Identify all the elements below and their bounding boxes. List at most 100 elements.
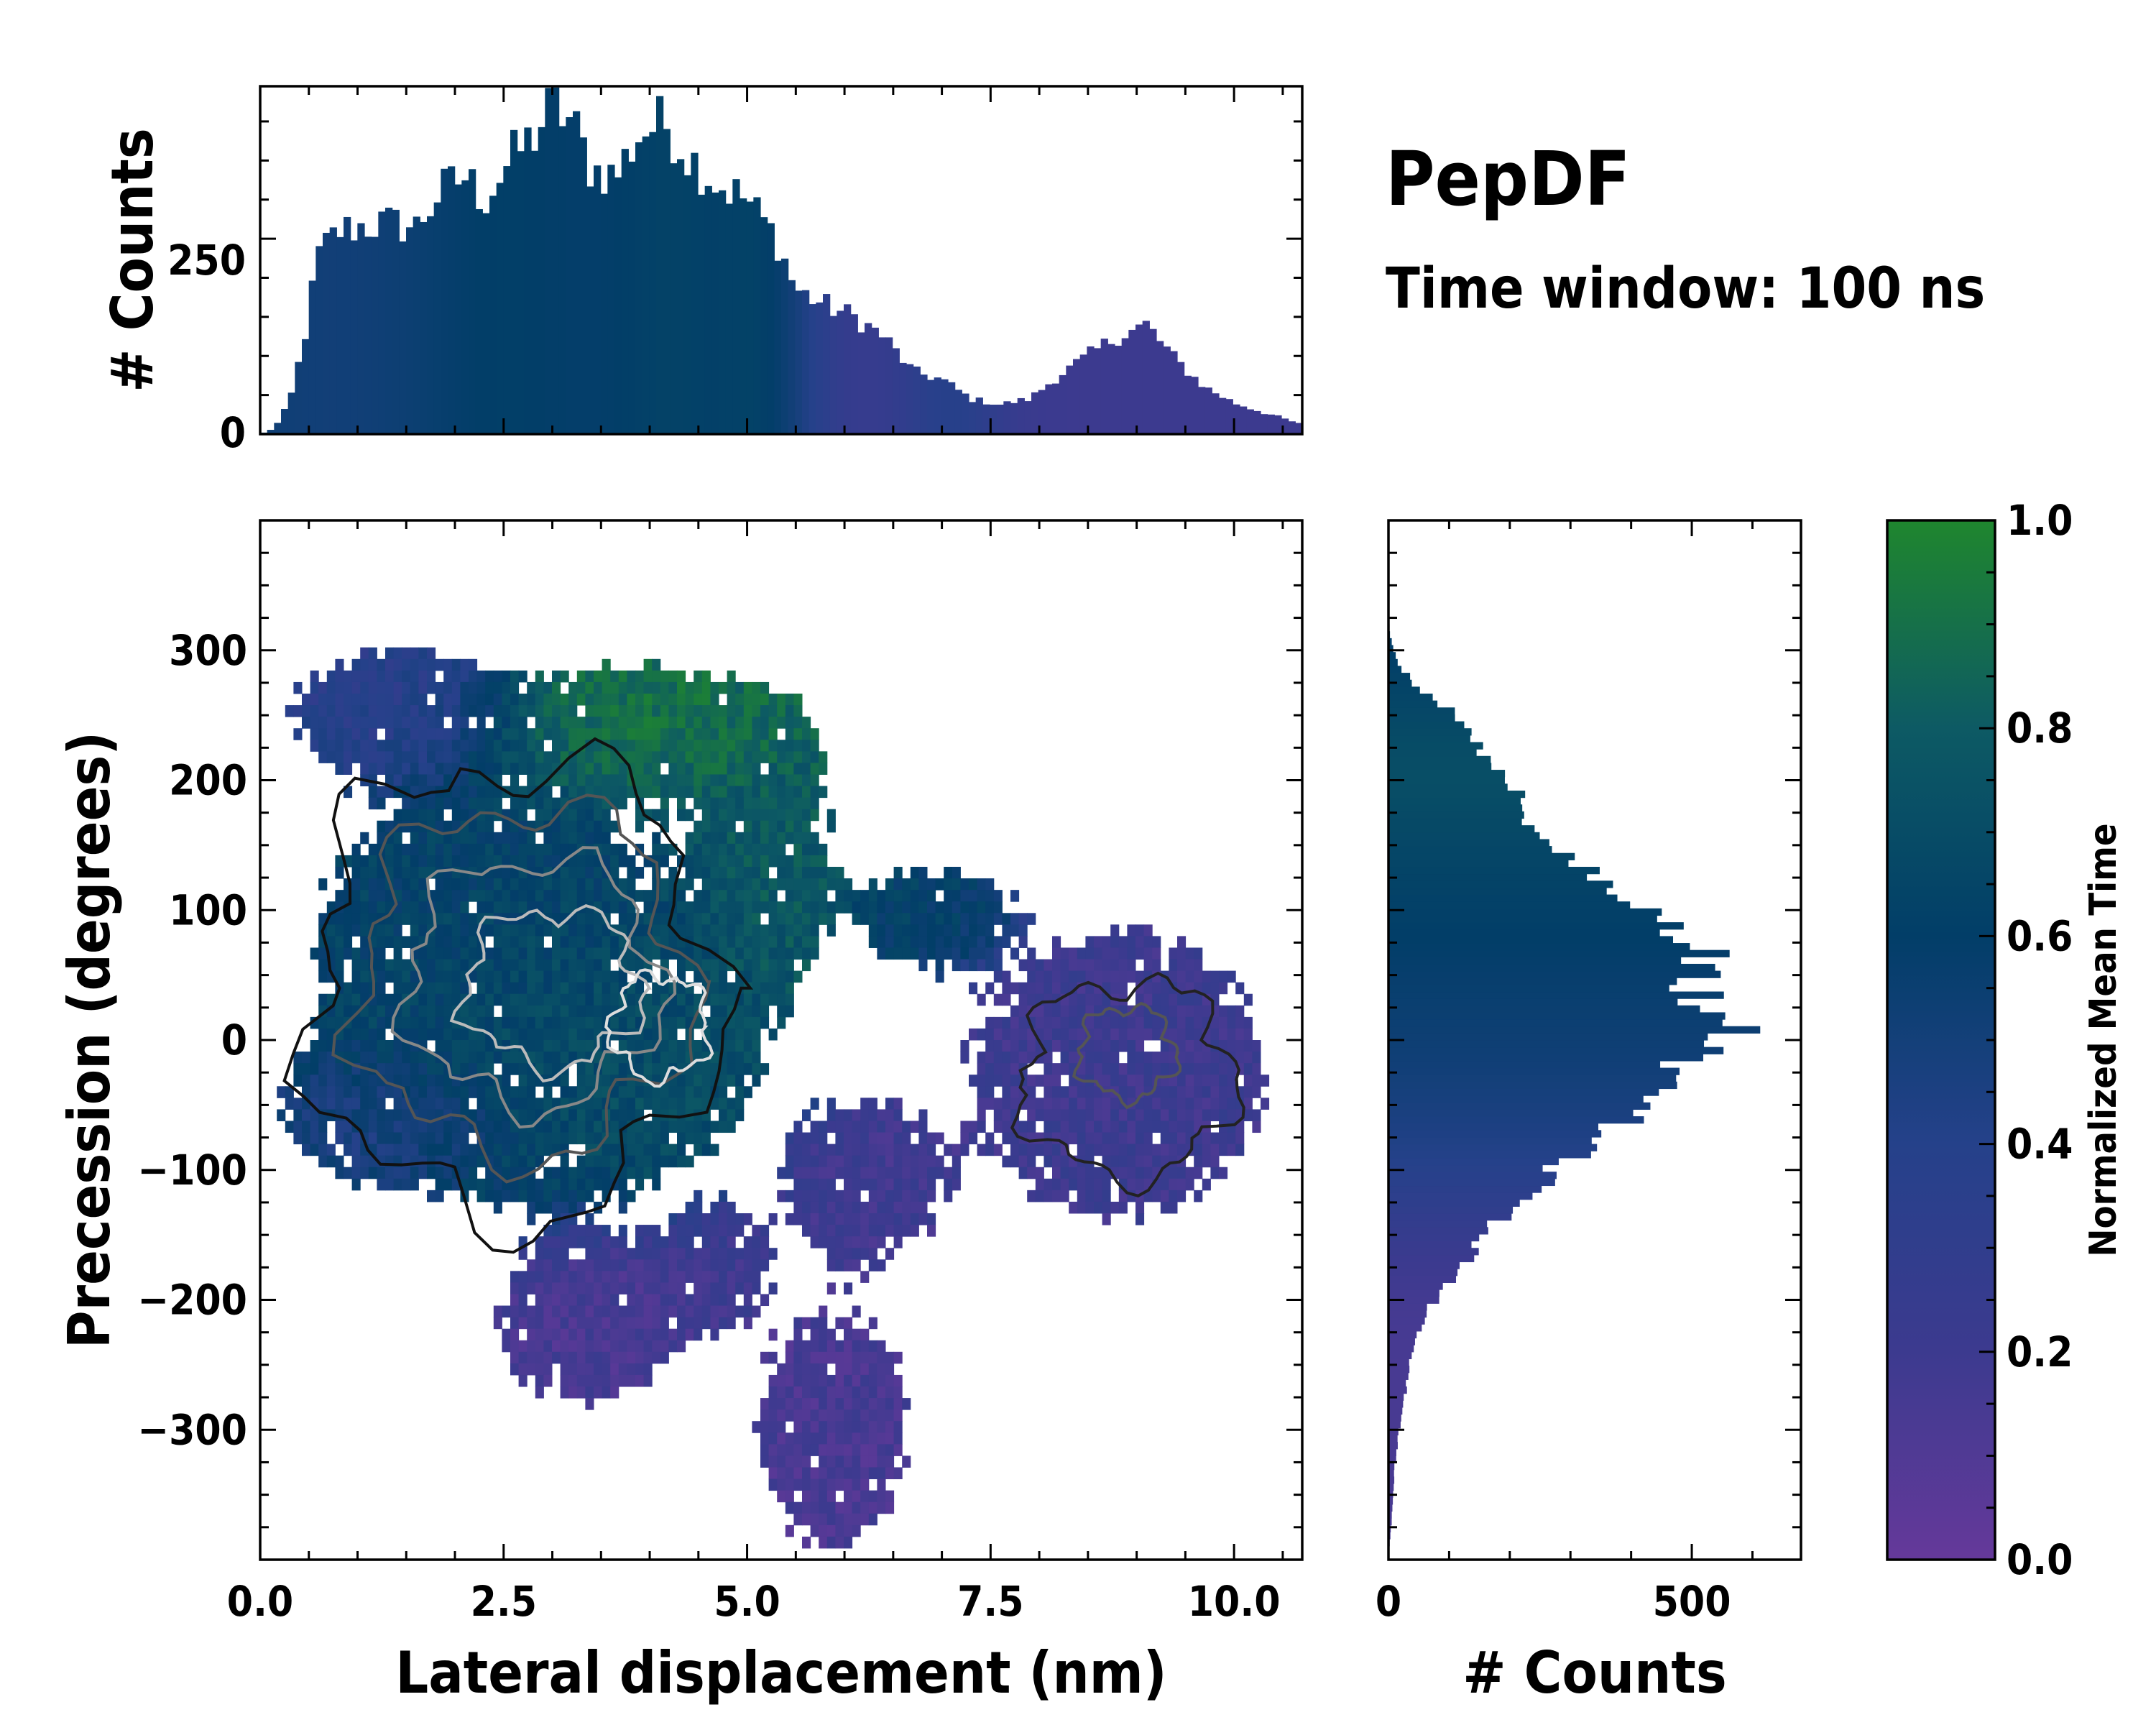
heatmap-cell bbox=[694, 786, 703, 799]
heatmap-cell bbox=[535, 890, 544, 902]
heatmap-cell bbox=[1261, 1098, 1270, 1110]
heatmap-cell bbox=[810, 1421, 819, 1433]
heatmap-cell bbox=[535, 855, 544, 868]
heatmap-cell bbox=[427, 647, 436, 660]
heatmap-cell bbox=[527, 774, 536, 787]
heatmap-cell bbox=[1177, 970, 1187, 983]
heatmap-cell bbox=[735, 1225, 745, 1237]
heatmap-cell bbox=[1210, 1016, 1220, 1029]
heatmap-cell bbox=[368, 658, 377, 671]
heatmap-cell bbox=[318, 705, 328, 717]
top-histogram-bar bbox=[899, 362, 907, 434]
heatmap-cell bbox=[560, 1259, 569, 1271]
heatmap-cell bbox=[893, 1121, 903, 1133]
heatmap-cell bbox=[443, 1086, 453, 1098]
heatmap-cell bbox=[360, 901, 369, 914]
heatmap-cell bbox=[1210, 1144, 1220, 1156]
heatmap-cell bbox=[451, 1063, 461, 1075]
right-histogram-bar bbox=[1388, 1172, 1557, 1179]
heatmap-cell bbox=[727, 843, 736, 856]
heatmap-cell bbox=[852, 1455, 861, 1468]
heatmap-cell bbox=[852, 1386, 861, 1399]
heatmap-ytick-label: 0 bbox=[221, 1016, 247, 1064]
heatmap-cell bbox=[635, 820, 645, 833]
heatmap-cell bbox=[793, 843, 803, 856]
heatmap-cell bbox=[760, 797, 770, 810]
heatmap-cell bbox=[1177, 1190, 1187, 1202]
heatmap-cell bbox=[618, 786, 627, 799]
heatmap-cell bbox=[877, 1340, 886, 1353]
heatmap-cell bbox=[585, 1282, 594, 1294]
heatmap-cell bbox=[760, 982, 770, 995]
heatmap-cell bbox=[1160, 1086, 1169, 1098]
top-histogram-bar bbox=[510, 129, 518, 434]
heatmap-cell bbox=[927, 901, 936, 914]
heatmap-cell bbox=[535, 1005, 544, 1018]
heatmap-cell bbox=[819, 901, 828, 914]
top-histogram-bar bbox=[461, 180, 469, 434]
heatmap-cell bbox=[902, 936, 911, 948]
heatmap-cell bbox=[868, 924, 877, 937]
heatmap-cell bbox=[1227, 1109, 1236, 1121]
heatmap-cell bbox=[610, 867, 619, 879]
heatmap-cell bbox=[552, 1282, 561, 1294]
heatmap-cell bbox=[1227, 1098, 1236, 1110]
heatmap-cell bbox=[618, 1374, 627, 1387]
heatmap-cell bbox=[435, 901, 444, 914]
heatmap-cell bbox=[777, 901, 786, 914]
heatmap-cell bbox=[460, 878, 469, 891]
heatmap-cell bbox=[752, 681, 761, 694]
heatmap-cell bbox=[344, 1005, 353, 1018]
heatmap-cell bbox=[668, 751, 678, 763]
heatmap-cell bbox=[543, 1328, 553, 1341]
heatmap-cell bbox=[1227, 1063, 1236, 1075]
heatmap-cell bbox=[743, 694, 752, 706]
heatmap-cell bbox=[1085, 1132, 1095, 1145]
heatmap-cell bbox=[835, 901, 844, 914]
heatmap-cell bbox=[377, 1040, 386, 1052]
right-histogram-bar bbox=[1388, 714, 1455, 722]
heatmap-cell bbox=[1110, 1075, 1120, 1087]
heatmap-cell bbox=[460, 1086, 469, 1098]
heatmap-cell bbox=[727, 867, 736, 879]
heatmap-cell bbox=[485, 809, 494, 822]
heatmap-cell bbox=[293, 705, 303, 717]
heatmap-cell bbox=[694, 1132, 703, 1145]
heatmap-cell bbox=[460, 786, 469, 799]
heatmap-cell bbox=[535, 1028, 544, 1041]
heatmap-cell bbox=[443, 843, 453, 856]
heatmap-cell bbox=[810, 1201, 819, 1214]
heatmap-cell bbox=[785, 705, 794, 717]
heatmap-cell bbox=[877, 947, 886, 960]
heatmap-cell bbox=[777, 1409, 786, 1422]
heatmap-cell bbox=[777, 970, 786, 983]
heatmap-cell bbox=[635, 1155, 645, 1168]
heatmap-cell bbox=[594, 1098, 603, 1110]
heatmap-cell bbox=[885, 1225, 895, 1237]
heatmap-cell bbox=[527, 1351, 536, 1364]
heatmap-cell bbox=[719, 786, 728, 799]
heatmap-cell bbox=[877, 890, 886, 902]
heatmap-cell bbox=[418, 924, 428, 937]
heatmap-cell bbox=[643, 1005, 653, 1018]
heatmap-cell bbox=[1127, 1132, 1136, 1145]
heatmap-cell bbox=[701, 1086, 711, 1098]
heatmap-cell bbox=[819, 1132, 828, 1145]
heatmap-cell bbox=[335, 1121, 344, 1133]
heatmap-cell bbox=[1177, 1028, 1187, 1041]
heatmap-cell bbox=[835, 1536, 844, 1549]
heatmap-cell bbox=[618, 1328, 627, 1341]
heatmap-cell bbox=[1010, 913, 1020, 925]
heatmap-contours bbox=[282, 737, 1245, 1254]
heatmap-cell bbox=[643, 1016, 653, 1029]
heatmap-cell bbox=[576, 890, 586, 902]
heatmap-cell bbox=[451, 901, 461, 914]
right-histogram-bar bbox=[1388, 818, 1522, 826]
heatmap-cell bbox=[977, 1086, 986, 1098]
heatmap-cell bbox=[469, 878, 478, 891]
heatmap-cell bbox=[410, 832, 419, 845]
heatmap-cell bbox=[643, 1305, 653, 1318]
heatmap-cell bbox=[594, 1121, 603, 1133]
heatmap-cell bbox=[868, 1490, 877, 1503]
heatmap-cell bbox=[469, 797, 478, 810]
